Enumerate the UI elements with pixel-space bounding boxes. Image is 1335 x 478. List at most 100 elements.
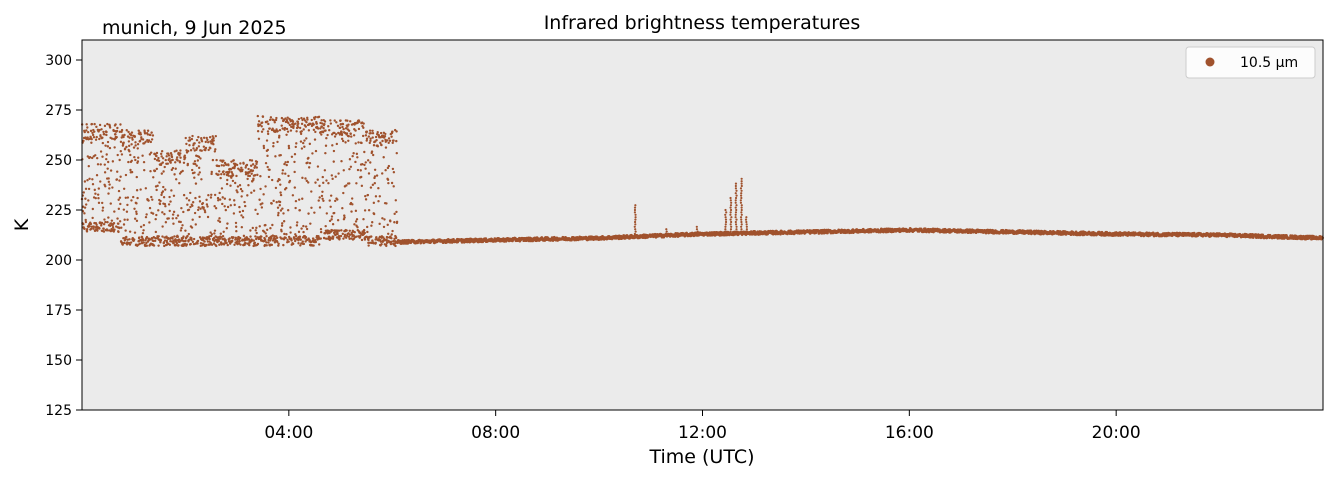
data-point <box>294 199 298 203</box>
data-point <box>354 160 357 164</box>
data-point <box>274 118 278 122</box>
data-point <box>634 204 637 207</box>
data-point <box>634 218 637 221</box>
data-point <box>173 235 176 238</box>
data-point <box>283 126 287 130</box>
data-point <box>220 187 224 190</box>
data-point <box>241 216 245 219</box>
data-point <box>298 126 302 130</box>
data-point <box>380 143 383 147</box>
data-point <box>290 155 294 158</box>
data-point <box>340 229 343 232</box>
data-point <box>89 129 93 133</box>
data-point <box>299 244 302 247</box>
data-point <box>117 189 121 193</box>
data-point <box>390 237 393 240</box>
data-point <box>381 217 384 220</box>
data-point <box>228 198 232 201</box>
data-point <box>294 234 298 238</box>
data-point <box>354 129 357 132</box>
data-point <box>734 201 737 204</box>
data-point <box>232 236 235 239</box>
data-point <box>238 205 241 209</box>
data-point <box>331 144 334 147</box>
data-point <box>302 230 305 234</box>
data-point <box>167 152 170 155</box>
data-point <box>101 155 104 158</box>
data-point <box>194 162 197 166</box>
data-point <box>368 129 372 132</box>
data-point <box>222 243 226 246</box>
data-point <box>96 193 100 196</box>
data-point <box>175 216 178 220</box>
data-point <box>262 146 266 150</box>
data-point <box>128 230 132 233</box>
data-point <box>341 139 345 143</box>
data-point <box>342 169 345 172</box>
data-point <box>740 204 743 207</box>
data-point <box>734 213 737 216</box>
data-point <box>145 213 148 216</box>
data-point <box>734 211 738 214</box>
data-point <box>186 149 190 153</box>
data-point <box>218 220 222 224</box>
data-point <box>144 140 147 143</box>
data-point <box>263 243 267 247</box>
data-point <box>220 236 223 239</box>
data-point <box>139 225 143 228</box>
data-point <box>203 240 206 243</box>
legend: 10.5 µm <box>1185 46 1316 79</box>
data-point <box>203 210 207 214</box>
data-point <box>235 163 239 167</box>
data-point <box>123 241 126 245</box>
data-point <box>221 238 224 241</box>
x-tick-label: 16:00 <box>885 423 934 443</box>
data-point <box>295 142 298 145</box>
data-point <box>389 220 392 223</box>
data-point <box>107 180 111 184</box>
data-point <box>695 225 698 228</box>
data-point <box>330 215 334 218</box>
data-point <box>88 225 91 228</box>
data-point <box>381 139 384 143</box>
data-point <box>305 120 308 124</box>
data-point <box>257 120 261 123</box>
data-point <box>201 201 205 205</box>
data-point <box>275 201 278 204</box>
data-point <box>93 122 96 126</box>
data-point <box>297 198 301 201</box>
data-point <box>123 147 127 150</box>
data-point <box>379 240 383 243</box>
data-point <box>188 136 191 139</box>
data-point <box>182 235 185 238</box>
data-point <box>155 213 158 217</box>
data-point <box>240 195 243 198</box>
data-point <box>274 155 277 158</box>
data-point <box>216 196 220 200</box>
data-point <box>634 223 637 226</box>
data-point <box>105 133 108 137</box>
data-point <box>146 129 150 132</box>
data-point <box>329 194 333 197</box>
data-point <box>246 177 249 181</box>
data-point <box>190 238 193 242</box>
data-point <box>302 242 306 246</box>
data-point <box>387 181 390 185</box>
data-point <box>218 198 222 201</box>
data-point <box>134 158 137 162</box>
data-point <box>126 203 129 207</box>
data-point <box>734 199 737 202</box>
data-point <box>210 233 214 236</box>
data-point <box>92 225 95 228</box>
data-point <box>264 223 267 227</box>
data-point <box>197 155 201 159</box>
data-point <box>280 124 283 127</box>
data-point <box>299 132 303 136</box>
data-point <box>334 229 338 232</box>
data-point <box>633 208 637 212</box>
data-point <box>136 147 139 150</box>
data-point <box>740 194 743 197</box>
data-point <box>163 202 167 206</box>
data-point <box>308 161 312 165</box>
data-point <box>345 184 348 187</box>
